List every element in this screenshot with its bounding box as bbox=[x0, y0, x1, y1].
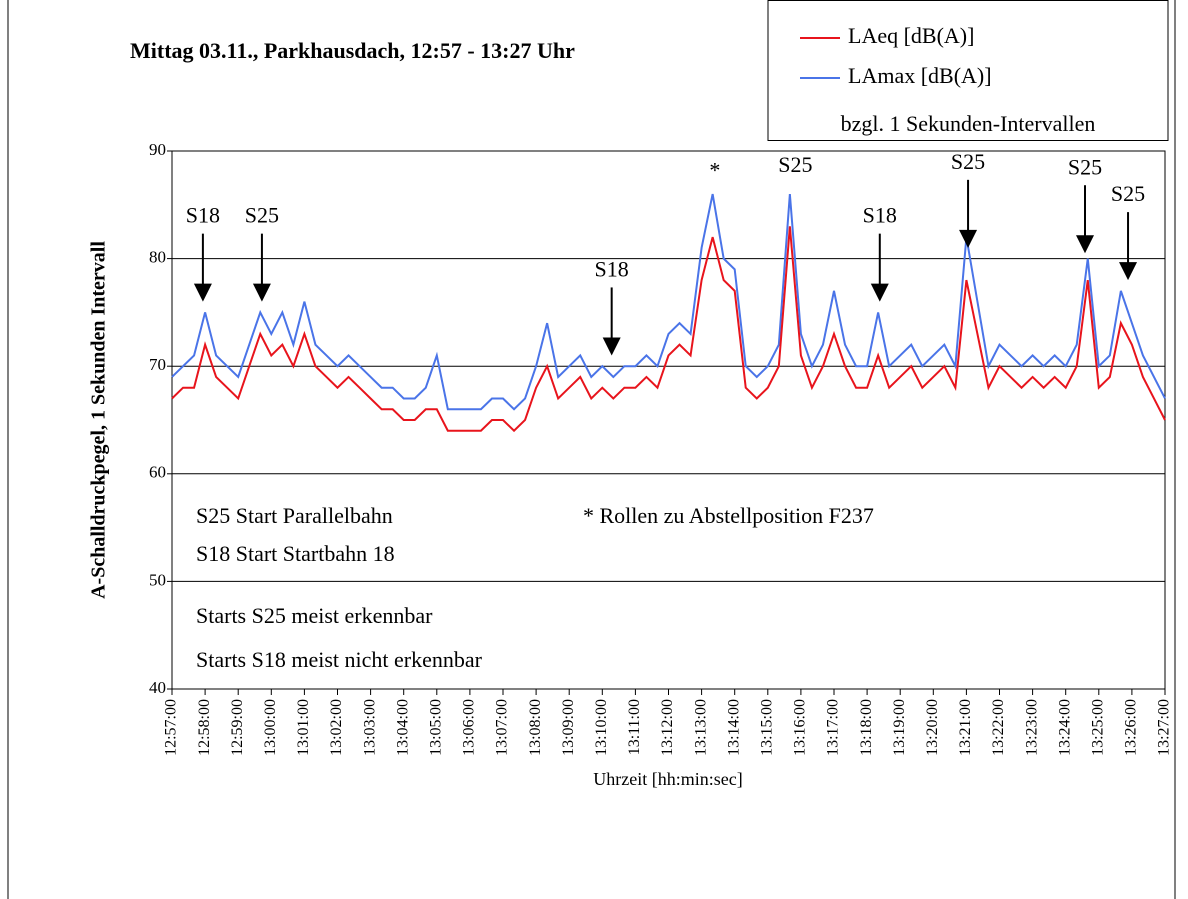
x-tick-label: 13:22:00 bbox=[990, 699, 1007, 756]
legend-label: LAmax [dB(A)] bbox=[848, 63, 992, 88]
annotation-label: * bbox=[709, 158, 720, 183]
annotation-arrowhead bbox=[959, 229, 978, 248]
x-tick-label: 13:11:00 bbox=[626, 699, 643, 755]
y-tick-label: 60 bbox=[149, 463, 166, 482]
note: S25 Start Parallelbahn bbox=[196, 503, 393, 528]
x-tick-label: 13:09:00 bbox=[560, 699, 577, 756]
y-tick-label: 40 bbox=[149, 678, 166, 697]
x-tick-label: 13:01:00 bbox=[295, 699, 312, 756]
x-tick-label: 12:57:00 bbox=[163, 699, 180, 756]
annotation-label: S25 bbox=[1111, 181, 1145, 206]
x-tick-label: 13:15:00 bbox=[758, 699, 775, 756]
x-tick-label: 13:24:00 bbox=[1056, 699, 1073, 756]
legend-label: LAeq [dB(A)] bbox=[848, 23, 974, 48]
y-tick-label: 90 bbox=[149, 140, 166, 159]
legend-note: bzgl. 1 Sekunden-Intervallen bbox=[841, 111, 1096, 136]
x-tick-label: 13:19:00 bbox=[891, 699, 908, 756]
annotation-label: S25 bbox=[778, 152, 812, 177]
note: S18 Start Startbahn 18 bbox=[196, 541, 395, 566]
x-tick-label: 13:04:00 bbox=[394, 699, 411, 756]
x-tick-label: 13:14:00 bbox=[725, 699, 742, 756]
x-tick-label: 13:07:00 bbox=[494, 699, 511, 756]
annotation-label: S25 bbox=[951, 149, 985, 174]
x-tick-label: 13:05:00 bbox=[427, 699, 444, 756]
annotation-label: S18 bbox=[863, 203, 897, 228]
x-tick-label: 13:13:00 bbox=[692, 699, 709, 756]
x-tick-label: 12:58:00 bbox=[196, 699, 213, 756]
series-line bbox=[171, 226, 1166, 433]
x-tick-label: 13:27:00 bbox=[1156, 699, 1173, 756]
x-tick-label: 13:20:00 bbox=[924, 699, 941, 756]
x-tick-label: 13:16:00 bbox=[792, 699, 809, 756]
annotation-arrowhead bbox=[870, 283, 889, 302]
y-tick-label: 80 bbox=[149, 248, 166, 267]
y-tick-label: 70 bbox=[149, 355, 166, 374]
annotation-arrowhead bbox=[1076, 235, 1095, 254]
x-tick-label: 13:18:00 bbox=[858, 699, 875, 756]
x-tick-label: 13:25:00 bbox=[1089, 699, 1106, 756]
y-tick-label: 50 bbox=[149, 570, 166, 589]
x-tick-label: 13:12:00 bbox=[659, 699, 676, 756]
legend-box bbox=[767, 0, 1169, 141]
annotation-arrowhead bbox=[252, 283, 271, 302]
x-tick-label: 13:03:00 bbox=[361, 699, 378, 756]
chart-title: Mittag 03.11., Parkhausdach, 12:57 - 13:… bbox=[130, 38, 575, 63]
x-tick-label: 13:26:00 bbox=[1123, 699, 1140, 756]
x-tick-label: 13:02:00 bbox=[328, 699, 345, 756]
annotation-label: S18 bbox=[186, 203, 220, 228]
annotation-arrowhead bbox=[602, 337, 621, 356]
x-tick-label: 13:00:00 bbox=[262, 699, 279, 756]
annotation-label: S18 bbox=[595, 256, 629, 281]
note: Starts S25 meist erkennbar bbox=[196, 603, 433, 628]
annotation-label: S25 bbox=[245, 203, 279, 228]
y-axis-title: A-Schalldruckpegel, 1 Sekunden Intervall bbox=[88, 241, 110, 599]
annotation-arrowhead bbox=[193, 283, 212, 302]
x-tick-label: 13:08:00 bbox=[527, 699, 544, 756]
x-tick-label: 13:23:00 bbox=[1023, 699, 1040, 756]
note: Starts S18 meist nicht erkennbar bbox=[196, 647, 483, 672]
x-tick-label: 13:21:00 bbox=[957, 699, 974, 756]
note: * Rollen zu Abstellposition F237 bbox=[583, 503, 874, 528]
x-tick-label: 13:06:00 bbox=[461, 699, 478, 756]
series-line bbox=[171, 193, 1166, 411]
x-tick-label: 13:10:00 bbox=[593, 699, 610, 756]
annotation-arrowhead bbox=[1119, 262, 1138, 281]
x-tick-label: 13:17:00 bbox=[825, 699, 842, 756]
annotation-label: S25 bbox=[1068, 154, 1102, 179]
x-tick-label: 12:59:00 bbox=[229, 699, 246, 756]
x-axis-title: Uhrzeit [hh:min:sec] bbox=[593, 769, 742, 789]
